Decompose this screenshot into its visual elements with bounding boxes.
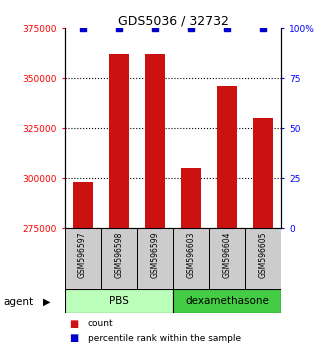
Text: agent: agent bbox=[3, 297, 33, 307]
Text: PBS: PBS bbox=[109, 296, 129, 306]
Bar bbox=[209, 228, 245, 289]
Point bbox=[116, 25, 121, 31]
Bar bbox=[253, 118, 273, 228]
Text: percentile rank within the sample: percentile rank within the sample bbox=[88, 333, 241, 343]
Bar bbox=[217, 86, 237, 228]
Text: GSM596598: GSM596598 bbox=[114, 232, 123, 278]
Text: ■: ■ bbox=[70, 333, 79, 343]
Point bbox=[152, 25, 158, 31]
Text: GSM596604: GSM596604 bbox=[223, 232, 232, 278]
Bar bbox=[101, 228, 137, 289]
Bar bbox=[73, 182, 93, 228]
Text: GSM596605: GSM596605 bbox=[259, 232, 268, 278]
Bar bbox=[181, 169, 201, 228]
Bar bbox=[65, 289, 173, 313]
Point bbox=[260, 25, 266, 31]
Text: ■: ■ bbox=[70, 319, 79, 329]
Text: ▶: ▶ bbox=[43, 297, 50, 307]
Title: GDS5036 / 32732: GDS5036 / 32732 bbox=[118, 14, 228, 27]
Text: count: count bbox=[88, 319, 113, 329]
Bar bbox=[173, 228, 209, 289]
Bar bbox=[137, 228, 173, 289]
Point bbox=[80, 25, 85, 31]
Bar bbox=[65, 228, 101, 289]
Bar bbox=[173, 289, 281, 313]
Point bbox=[188, 25, 194, 31]
Bar bbox=[245, 228, 281, 289]
Text: GSM596603: GSM596603 bbox=[186, 232, 196, 278]
Bar bbox=[145, 54, 165, 228]
Text: GSM596599: GSM596599 bbox=[150, 232, 160, 278]
Text: GSM596597: GSM596597 bbox=[78, 232, 87, 278]
Point bbox=[224, 25, 230, 31]
Bar bbox=[109, 54, 129, 228]
Text: dexamethasone: dexamethasone bbox=[185, 296, 269, 306]
